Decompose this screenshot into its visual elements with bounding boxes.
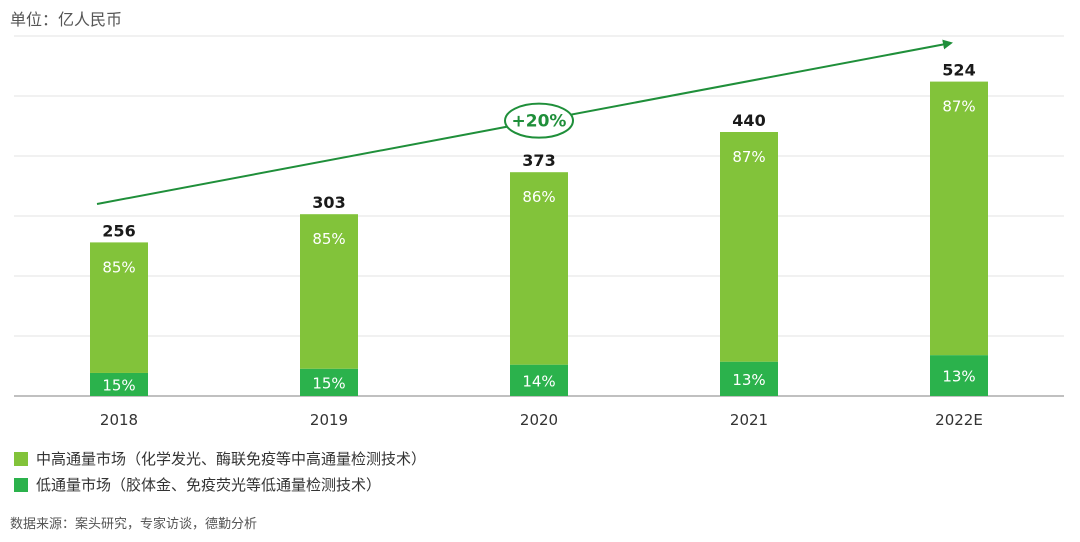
total-label-2018: 256 xyxy=(102,221,135,240)
bar-high-2021 xyxy=(720,132,778,362)
total-label-2022E: 524 xyxy=(942,61,975,80)
growth-label: +20% xyxy=(512,112,567,132)
share-label-high-2019: 85% xyxy=(312,230,345,248)
bar-low-2019 xyxy=(300,368,358,396)
bar-high-2018 xyxy=(90,242,148,373)
bar-low-2021 xyxy=(720,361,778,396)
share-label-high-2020: 86% xyxy=(522,188,555,206)
x-tick-label: 2018 xyxy=(100,411,138,429)
bar-low-2018 xyxy=(90,372,148,396)
bar-low-2022E xyxy=(930,355,988,396)
bar-low-2020 xyxy=(510,364,568,396)
share-label-low-2018: 15% xyxy=(102,376,135,394)
legend-label-high: 中高通量市场（化学发光、酶联免疫等中高通量检测技术） xyxy=(36,450,427,468)
bar-high-2019 xyxy=(300,214,358,369)
x-tick-label: 2019 xyxy=(310,411,348,429)
total-label-2020: 373 xyxy=(522,151,555,170)
share-label-high-2022E: 87% xyxy=(942,98,975,116)
share-label-low-2020: 14% xyxy=(522,372,555,390)
total-label-2021: 440 xyxy=(732,111,765,130)
growth-ellipse xyxy=(504,102,574,139)
share-label-low-2021: 13% xyxy=(732,371,765,389)
share-label-high-2021: 87% xyxy=(732,148,765,166)
bar-chart: 15% 85% 256 2018 15% 85% 303 2019 14% 86% 373 2020 1… xyxy=(14,35,1064,429)
x-tick-label: 2020 xyxy=(520,411,558,429)
legend-item-low: 低通量市场（胶体金、免疫荧光等低通量检测技术） xyxy=(14,474,381,495)
total-label-2019: 303 xyxy=(312,193,345,212)
legend-item-high: 中高通量市场（化学发光、酶联免疫等中高通量检测技术） xyxy=(14,448,426,469)
source-note: 数据来源：案头研究，专家访谈，德勤分析 xyxy=(10,517,258,532)
legend-swatch-high xyxy=(14,451,28,466)
share-label-low-2019: 15% xyxy=(312,374,345,392)
bar-high-2020 xyxy=(510,172,568,365)
x-tick-label: 2022E xyxy=(935,411,983,429)
share-label-low-2022E: 13% xyxy=(942,368,975,386)
x-tick-label: 2021 xyxy=(730,411,768,429)
legend-label-low: 低通量市场（胶体金、免疫荧光等低通量检测技术） xyxy=(36,476,382,494)
legend-swatch-low xyxy=(14,477,28,492)
share-label-high-2018: 85% xyxy=(102,258,135,276)
unit-label: 单位：亿人民币 xyxy=(10,10,123,29)
bar-high-2022E xyxy=(930,81,988,356)
